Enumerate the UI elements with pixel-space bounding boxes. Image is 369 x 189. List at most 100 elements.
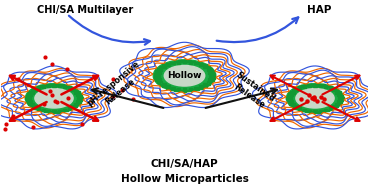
Bar: [68, 86, 72, 88]
Bar: [294, 105, 298, 107]
Bar: [28, 91, 32, 93]
Bar: [318, 111, 321, 113]
Bar: [31, 105, 34, 107]
Bar: [74, 89, 77, 91]
Bar: [203, 67, 207, 68]
Text: Hollow: Hollow: [167, 71, 202, 80]
Bar: [301, 110, 304, 111]
Bar: [287, 100, 290, 101]
Bar: [308, 85, 311, 87]
Bar: [170, 62, 173, 63]
Bar: [162, 64, 165, 66]
Circle shape: [35, 88, 73, 108]
Bar: [332, 107, 336, 109]
Bar: [211, 80, 214, 81]
Bar: [162, 67, 166, 68]
Text: CHI/SA Multilayer: CHI/SA Multilayer: [38, 5, 134, 15]
Bar: [154, 73, 157, 74]
Bar: [313, 111, 317, 113]
Bar: [52, 85, 56, 87]
Bar: [305, 111, 308, 112]
Bar: [204, 85, 207, 87]
Circle shape: [296, 88, 334, 108]
Bar: [42, 86, 45, 88]
Bar: [174, 61, 177, 62]
Bar: [159, 84, 162, 85]
Bar: [52, 84, 56, 85]
Bar: [74, 92, 77, 94]
Bar: [40, 85, 44, 87]
Bar: [324, 86, 327, 88]
Bar: [157, 68, 160, 70]
Bar: [208, 72, 212, 74]
Bar: [328, 88, 332, 89]
Bar: [44, 84, 47, 86]
Bar: [48, 84, 51, 85]
Bar: [28, 104, 32, 105]
Bar: [292, 103, 295, 105]
Bar: [292, 89, 295, 91]
Circle shape: [123, 44, 246, 107]
Bar: [318, 84, 321, 85]
Bar: [183, 61, 186, 63]
Circle shape: [25, 84, 83, 113]
Bar: [209, 82, 212, 83]
Bar: [58, 85, 61, 87]
Bar: [335, 103, 339, 105]
Text: Hollow Microparticles: Hollow Microparticles: [121, 174, 248, 184]
Bar: [286, 97, 290, 99]
Bar: [289, 97, 292, 99]
Bar: [332, 105, 336, 107]
Bar: [207, 81, 210, 82]
Bar: [170, 88, 173, 90]
Bar: [33, 90, 37, 91]
Bar: [157, 82, 160, 83]
Bar: [65, 85, 68, 87]
Circle shape: [255, 68, 369, 129]
Bar: [298, 107, 301, 109]
Circle shape: [0, 68, 114, 129]
Bar: [26, 100, 29, 101]
Bar: [154, 75, 157, 77]
Bar: [178, 60, 182, 62]
Bar: [290, 100, 293, 102]
Bar: [309, 84, 313, 85]
Bar: [212, 77, 215, 79]
Bar: [309, 111, 313, 113]
Circle shape: [153, 60, 216, 92]
Bar: [328, 107, 332, 109]
Bar: [322, 84, 325, 86]
Bar: [74, 103, 77, 105]
Bar: [313, 84, 317, 85]
Bar: [27, 93, 30, 95]
Bar: [212, 75, 215, 77]
Bar: [52, 110, 56, 112]
Bar: [335, 92, 339, 94]
Text: CHI/SA/HAP: CHI/SA/HAP: [151, 159, 218, 169]
Bar: [207, 69, 210, 71]
Bar: [61, 111, 64, 112]
Bar: [294, 107, 297, 109]
Bar: [162, 83, 166, 85]
Bar: [71, 90, 75, 91]
Bar: [68, 107, 71, 109]
Bar: [30, 92, 34, 94]
Bar: [157, 72, 161, 74]
Bar: [156, 75, 160, 77]
Bar: [77, 97, 80, 99]
Bar: [71, 105, 75, 107]
Circle shape: [286, 84, 344, 113]
Bar: [166, 85, 170, 87]
Bar: [335, 105, 338, 107]
Bar: [204, 64, 207, 66]
Bar: [166, 63, 169, 64]
Bar: [63, 109, 66, 110]
Bar: [159, 69, 162, 71]
Bar: [157, 78, 161, 80]
Bar: [325, 110, 329, 111]
Bar: [47, 85, 50, 87]
Bar: [337, 95, 341, 96]
Bar: [319, 85, 322, 87]
Bar: [26, 95, 29, 97]
Bar: [40, 110, 44, 111]
